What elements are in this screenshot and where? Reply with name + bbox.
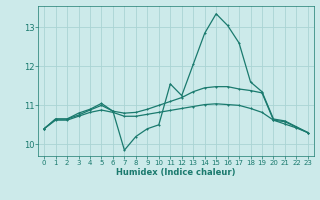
X-axis label: Humidex (Indice chaleur): Humidex (Indice chaleur) (116, 168, 236, 177)
